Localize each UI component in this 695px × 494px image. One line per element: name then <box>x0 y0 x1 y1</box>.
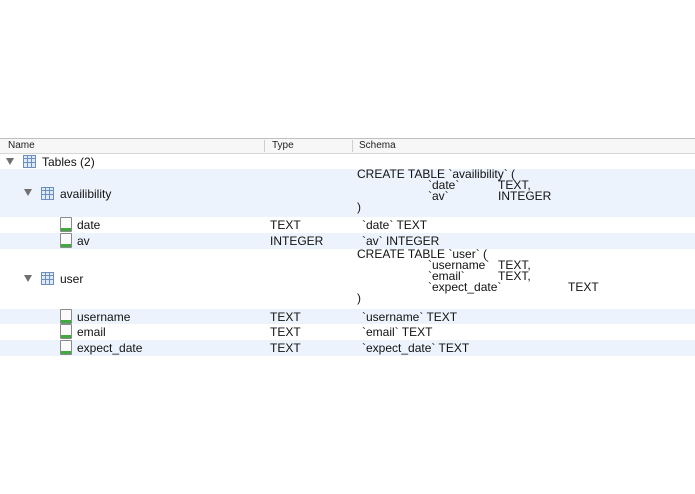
field-icon <box>60 309 72 324</box>
schema-column-type: INTEGER <box>498 189 552 203</box>
column-name: expect_date <box>77 341 143 355</box>
tree-row-table-user[interactable]: user CREATE TABLE `user` ( `username` TE… <box>0 247 695 309</box>
tree-row-column-av[interactable]: av INTEGER `av` INTEGER <box>0 233 695 249</box>
table-icon <box>41 187 54 200</box>
tree-row-tables[interactable]: Tables (2) <box>0 154 695 169</box>
column-divider[interactable] <box>264 140 265 152</box>
column-type: TEXT <box>270 218 301 232</box>
column-type: INTEGER <box>270 234 324 248</box>
column-schema: `expect_date` TEXT <box>362 341 470 355</box>
column-divider[interactable] <box>352 140 353 152</box>
column-name: username <box>77 310 131 324</box>
schema-line: CREATE TABLE `user` ( <box>357 247 488 261</box>
expand-triangle-icon[interactable] <box>24 275 32 282</box>
schema-column-name: `email` <box>428 269 465 283</box>
table-name: user <box>60 272 84 286</box>
column-type: TEXT <box>270 310 301 324</box>
table-name: availibility <box>60 187 112 201</box>
schema-line: ) <box>357 291 361 305</box>
column-schema: `av` INTEGER <box>362 234 440 248</box>
schema-column-type: TEXT <box>568 280 599 294</box>
schema-column-type: TEXT, <box>498 178 531 192</box>
field-icon <box>60 233 72 248</box>
table-schema: CREATE TABLE `availibility` ( `date` TEX… <box>357 167 687 214</box>
tree-row-table-availibility[interactable]: availibility CREATE TABLE `availibility`… <box>0 167 695 217</box>
table-icon <box>41 272 54 285</box>
column-header-schema[interactable]: Schema <box>359 140 396 151</box>
column-type: TEXT <box>270 325 301 339</box>
field-icon <box>60 340 72 355</box>
schema-column-name: `date` <box>428 178 460 192</box>
expand-triangle-icon[interactable] <box>6 158 14 165</box>
field-icon <box>60 217 72 232</box>
tree-row-column-expect-date[interactable]: expect_date TEXT `expect_date` TEXT <box>0 340 695 356</box>
schema-column-type: TEXT, <box>498 258 531 272</box>
tree-row-column-username[interactable]: username TEXT `username` TEXT <box>0 309 695 324</box>
database-structure-tree[interactable]: Name Type Schema Tables (2) availibility… <box>0 138 695 356</box>
column-name: date <box>77 218 101 232</box>
column-name: email <box>77 325 106 339</box>
schema-column-name: `expect_date` <box>428 280 502 294</box>
schema-line: ) <box>357 200 361 214</box>
tree-row-column-email[interactable]: email TEXT `email` TEXT <box>0 324 695 340</box>
schema-column-type: TEXT, <box>498 269 531 283</box>
schema-line: CREATE TABLE `availibility` ( <box>357 167 516 181</box>
schema-column-name: `av` <box>428 189 449 203</box>
column-header-type[interactable]: Type <box>272 140 294 151</box>
field-icon <box>60 324 72 339</box>
column-schema: `date` TEXT <box>362 218 428 232</box>
tables-group-icon <box>23 155 36 168</box>
column-name: av <box>77 234 90 248</box>
tree-header: Name Type Schema <box>0 138 695 154</box>
column-schema: `email` TEXT <box>362 325 433 339</box>
column-type: TEXT <box>270 341 301 355</box>
table-schema: CREATE TABLE `user` ( `username` TEXT, `… <box>357 247 687 305</box>
tables-group-label: Tables (2) <box>42 155 95 169</box>
column-schema: `username` TEXT <box>362 310 458 324</box>
tree-row-column-date[interactable]: date TEXT `date` TEXT <box>0 217 695 233</box>
column-header-name[interactable]: Name <box>8 140 35 151</box>
schema-column-name: `username` <box>428 258 490 272</box>
expand-triangle-icon[interactable] <box>24 189 32 196</box>
